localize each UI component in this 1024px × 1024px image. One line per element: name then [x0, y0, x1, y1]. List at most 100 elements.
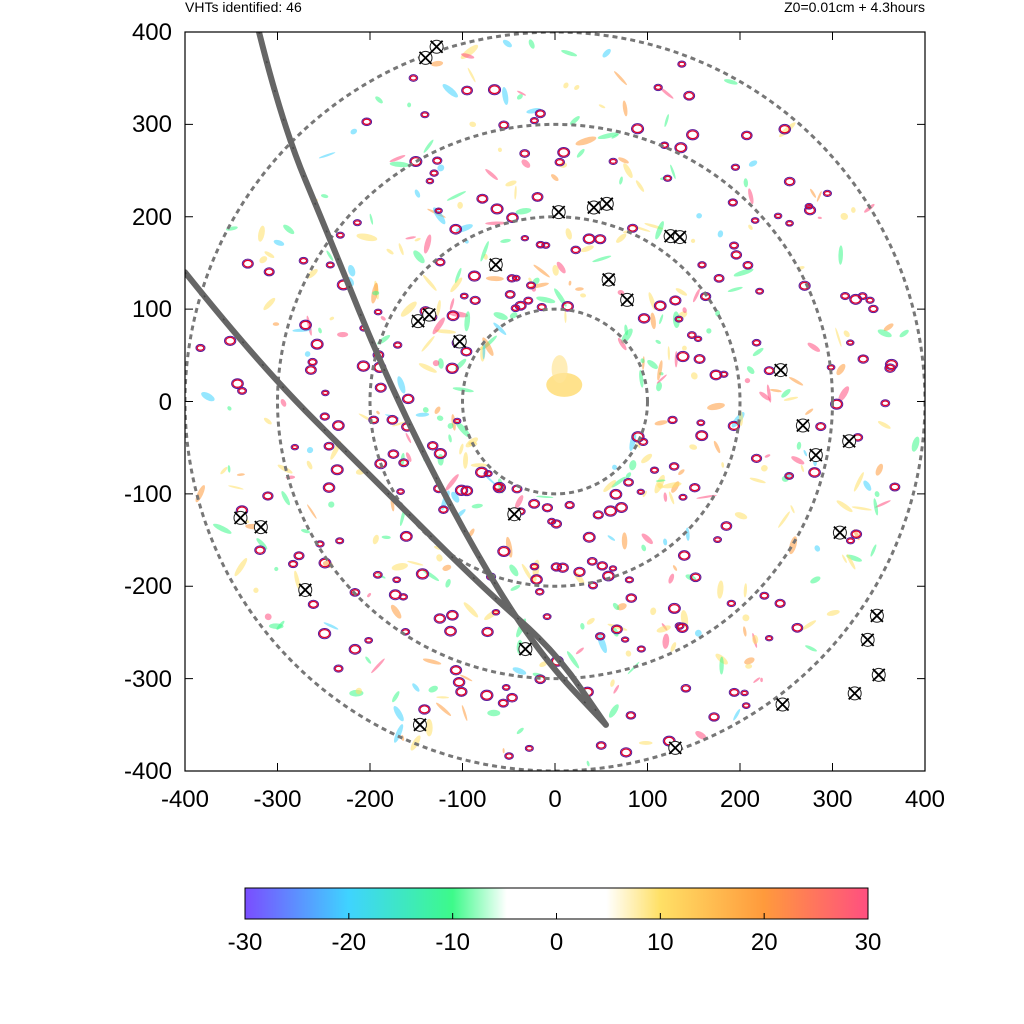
vorticity-contour — [361, 117, 373, 127]
vorticity-contour — [626, 712, 636, 719]
field-blob — [502, 86, 509, 105]
vorticity-contour — [849, 293, 863, 305]
vht-marker — [429, 39, 444, 54]
field-blob — [743, 626, 747, 637]
vorticity-contour — [742, 703, 750, 708]
x-tick-label: -200 — [346, 786, 394, 813]
vorticity-contour — [653, 83, 663, 92]
vorticity-contour — [300, 320, 311, 330]
vht-marker-x — [774, 363, 788, 377]
vorticity-contour — [365, 637, 373, 643]
vorticity-contour — [255, 546, 265, 554]
vorticity-contour — [459, 292, 469, 300]
vorticity-contour — [308, 358, 317, 366]
vorticity-contour — [822, 189, 832, 197]
field-blob — [597, 132, 619, 140]
field-blob — [539, 661, 548, 668]
vht-marker-x — [587, 200, 601, 215]
field-blob — [515, 207, 532, 215]
vorticity-contour — [778, 123, 791, 135]
vht-marker-x — [809, 448, 823, 462]
vorticity-contour — [803, 205, 817, 216]
vorticity-contour — [195, 343, 206, 352]
field-blob — [393, 724, 404, 743]
vorticity-contour — [541, 241, 551, 249]
vht-marker — [847, 686, 862, 701]
x-tick-label: -400 — [161, 786, 209, 813]
vorticity-contour — [254, 545, 266, 555]
vorticity-contour — [792, 623, 803, 632]
field-blob — [422, 274, 437, 291]
vht-marker-x — [254, 520, 268, 534]
field-blob — [641, 453, 653, 464]
vorticity-contour — [785, 473, 794, 479]
vht-marker-x — [233, 511, 248, 525]
vorticity-contour — [529, 116, 539, 125]
field-blob — [566, 651, 580, 669]
vorticity-contour — [435, 258, 445, 266]
field-blob — [744, 378, 751, 384]
vorticity-contour — [426, 178, 434, 184]
vorticity-contour — [524, 744, 534, 752]
field-blob — [814, 545, 821, 552]
field-blob — [301, 529, 311, 534]
vorticity-contour — [689, 572, 702, 583]
vorticity-contour — [740, 130, 753, 141]
field-blob — [259, 256, 268, 264]
vorticity-contour — [521, 236, 529, 241]
vorticity-contour — [231, 378, 244, 389]
field-blob — [809, 188, 817, 198]
vorticity-contour — [488, 85, 500, 95]
vorticity-contour — [434, 449, 446, 459]
field-blob — [616, 603, 627, 611]
vht-marker — [860, 632, 875, 647]
field-blob — [421, 336, 435, 352]
field-blob — [641, 544, 647, 552]
field-blob — [629, 431, 637, 452]
vht-marker — [452, 334, 467, 349]
vorticity-contour — [469, 295, 481, 305]
vorticity-contour — [709, 713, 719, 721]
vorticity-contour — [493, 482, 505, 493]
vorticity-contour — [507, 693, 517, 702]
field-blob — [760, 677, 763, 683]
vorticity-contour — [444, 625, 457, 637]
field-blob — [414, 189, 421, 198]
vorticity-contour — [335, 537, 345, 545]
vht-marker-x — [673, 230, 687, 244]
vorticity-contour — [688, 332, 696, 338]
vorticity-contour — [482, 627, 493, 637]
vorticity-contour — [426, 440, 439, 451]
vht-marker — [832, 525, 847, 540]
vorticity-contour — [713, 536, 723, 544]
vorticity-contour — [461, 85, 473, 96]
vht-marker — [773, 363, 788, 378]
field-blob — [389, 161, 410, 168]
vorticity-contour — [799, 281, 810, 290]
field-blob — [619, 176, 623, 185]
vorticity-contour — [728, 241, 740, 250]
vorticity-contour — [636, 488, 645, 496]
vht-marker — [869, 608, 884, 623]
field-blob — [657, 482, 664, 489]
field-blob — [445, 579, 451, 588]
vorticity-contour — [318, 628, 331, 639]
field-blob — [442, 564, 452, 571]
vorticity-contour — [687, 130, 699, 140]
field-blob — [655, 479, 666, 482]
field-blob — [778, 511, 790, 528]
field-blob — [459, 443, 464, 455]
field-blob — [390, 604, 402, 619]
vorticity-contour — [305, 366, 316, 374]
vorticity-contour — [467, 270, 481, 282]
vorticity-contour — [890, 483, 900, 491]
field-blob — [552, 264, 559, 276]
field-blob — [445, 474, 459, 491]
field-blob — [516, 727, 524, 735]
field-blob — [415, 412, 430, 417]
vorticity-contour — [740, 689, 749, 697]
vorticity-contour — [333, 421, 344, 430]
field-blob — [836, 500, 853, 513]
field-blob — [389, 155, 406, 163]
vorticity-contour — [446, 310, 460, 322]
